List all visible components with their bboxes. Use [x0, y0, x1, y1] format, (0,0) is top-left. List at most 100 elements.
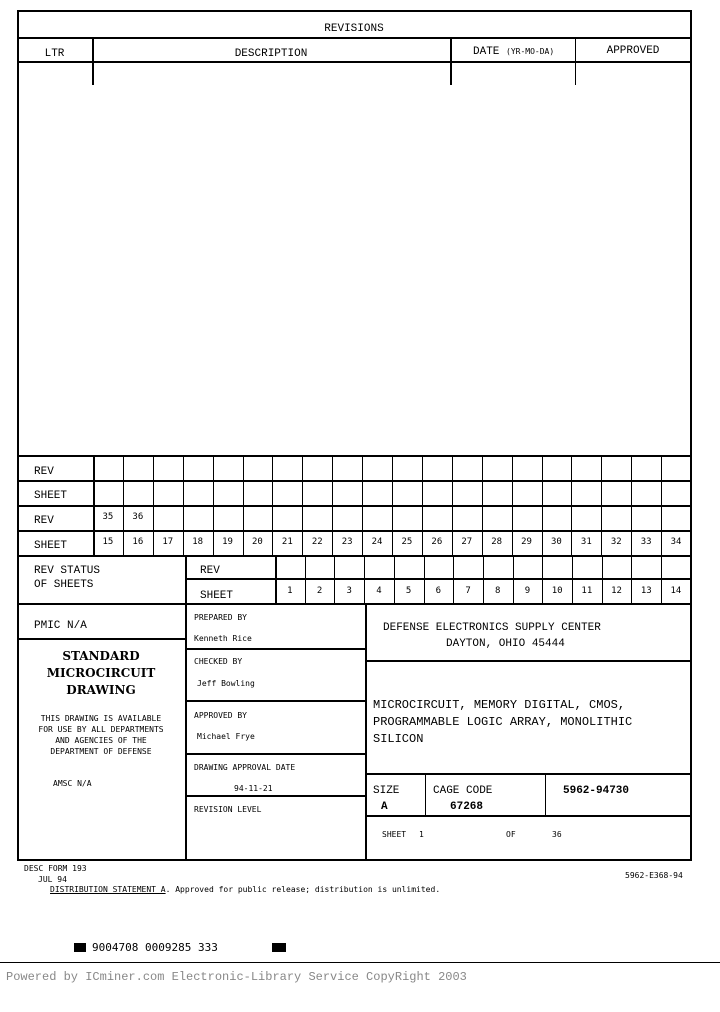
- footer-divider: [0, 962, 720, 963]
- rev-status-sheet-cell: 4: [376, 586, 382, 596]
- rule-line: [423, 555, 425, 603]
- rule-line: [17, 480, 691, 482]
- rule-line: [575, 37, 576, 85]
- approval-date-label: DRAWING APPROVAL DATE: [194, 763, 296, 772]
- col-description: DESCRIPTION: [234, 48, 308, 60]
- barcode-mark-right: [272, 943, 286, 952]
- rule-line: [572, 555, 573, 603]
- col-ltr: LTR: [44, 48, 65, 60]
- drawing-number: 5962-94730: [563, 785, 630, 797]
- lower-sheet-cell: 17: [162, 537, 174, 547]
- rule-line: [17, 505, 691, 507]
- rule-line: [542, 555, 544, 603]
- rev-status-sheet-cell: 7: [465, 586, 471, 596]
- rule-line: [601, 455, 603, 555]
- rule-line: [17, 859, 692, 861]
- rev-status-label-1: REV STATUS: [34, 565, 101, 577]
- lower-sheet-cell: 24: [371, 537, 383, 547]
- rule-line: [392, 455, 393, 555]
- upper-rev-label: REV: [34, 466, 54, 478]
- cage-label: CAGE CODE: [433, 785, 493, 797]
- rule-line: [92, 37, 94, 85]
- cage-value: 67268: [450, 801, 484, 813]
- title-line2: PROGRAMMABLE LOGIC ARRAY, MONOLITHIC: [373, 715, 633, 729]
- rule-line: [17, 10, 19, 861]
- of-value: 36: [552, 830, 562, 839]
- rule-line: [425, 773, 426, 815]
- revision-level-label: REVISION LEVEL: [194, 805, 262, 814]
- rev-status-sheet-label: SHEET: [200, 590, 234, 602]
- rev-status-label-2: OF SHEETS: [34, 579, 94, 591]
- rev-status-sheet-cell: 6: [435, 586, 442, 596]
- rule-line: [631, 555, 633, 603]
- rev-status-sheet-cell: 14: [670, 586, 682, 596]
- availability-1: THIS DRAWING IS AVAILABLE: [40, 714, 162, 723]
- col-date: DATE (YR-MO-DA): [473, 46, 555, 58]
- lower-sheet-cell: 20: [252, 537, 263, 547]
- availability-3: AND AGENCIES OF THE: [55, 736, 147, 745]
- rule-line: [481, 455, 483, 555]
- rule-line: [185, 555, 187, 860]
- rule-line: [17, 61, 691, 63]
- lower-sheet-cell: 30: [551, 537, 562, 547]
- upper-sheet-label: SHEET: [34, 490, 68, 502]
- rule-line: [365, 815, 691, 817]
- amsc: AMSC N/A: [53, 779, 92, 788]
- rule-line: [512, 555, 514, 603]
- rule-line: [511, 455, 513, 555]
- sheet-value: 1: [419, 830, 424, 839]
- lower-sheet-cell: 33: [640, 537, 652, 547]
- rule-line: [185, 753, 365, 755]
- lower-sheet-cell: 34: [670, 537, 682, 547]
- rule-line: [661, 555, 663, 603]
- rev-status-rev-label: REV: [200, 565, 220, 577]
- rev-status-sheet-cell: 12: [611, 586, 622, 596]
- availability-2: FOR USE BY ALL DEPARTMENTS: [38, 725, 164, 734]
- rule-line: [334, 555, 336, 603]
- rule-line: [17, 555, 691, 557]
- lower-sheet-cell: 32: [610, 537, 622, 547]
- rule-line: [185, 578, 691, 580]
- lower-sheet-cell: 18: [192, 537, 204, 547]
- rule-line: [450, 37, 452, 85]
- rev-status-sheet-cell: 11: [581, 586, 593, 596]
- distribution-statement: DISTRIBUTION STATEMENT A. Approved for p…: [50, 885, 441, 894]
- checked-by: Jeff Bowling: [197, 679, 255, 688]
- agency-line1: DEFENSE ELECTRONICS SUPPLY CENTER: [383, 622, 601, 634]
- barcode-number: 9004708 0009285 333: [92, 941, 218, 954]
- rule-line: [571, 455, 573, 555]
- rule-line: [302, 455, 304, 555]
- doc-code: 5962-E368-94: [625, 871, 683, 880]
- prepared-by: Kenneth Rice: [194, 634, 252, 643]
- rule-line: [545, 773, 546, 815]
- size-value: A: [381, 801, 388, 813]
- rule-line: [212, 455, 214, 555]
- lower-sheet-label: SHEET: [34, 540, 68, 552]
- rev-status-sheet-cell: 3: [346, 586, 352, 596]
- lower-sheet-cell: 21: [281, 537, 293, 547]
- rule-line: [17, 10, 692, 12]
- rule-line: [185, 700, 365, 702]
- rule-line: [690, 10, 692, 861]
- lower-sheet-cell: 31: [580, 537, 592, 547]
- standard-line1: STANDARD: [62, 649, 140, 663]
- rule-line: [185, 795, 365, 797]
- rule-line: [275, 555, 277, 603]
- rule-line: [631, 455, 633, 555]
- pmic: PMIC N/A: [34, 620, 87, 632]
- rule-line: [365, 660, 691, 662]
- rule-line: [17, 638, 185, 640]
- rule-line: [17, 603, 691, 605]
- rule-line: [122, 455, 124, 555]
- lower-sheet-cell: 23: [341, 537, 353, 547]
- rule-line: [332, 455, 334, 555]
- form-date: JUL 94: [38, 875, 67, 884]
- rule-line: [242, 455, 244, 555]
- lower-sheet-cell: 27: [461, 537, 473, 547]
- rule-line: [482, 555, 484, 603]
- rev-status-sheet-cell: 2: [316, 586, 323, 596]
- rev-status-sheet-cell: 1: [287, 586, 293, 596]
- lower-sheet-cell: 29: [521, 537, 532, 547]
- standard-line2: MICROCIRCUIT: [46, 666, 156, 680]
- title-line3: SILICON: [373, 732, 424, 746]
